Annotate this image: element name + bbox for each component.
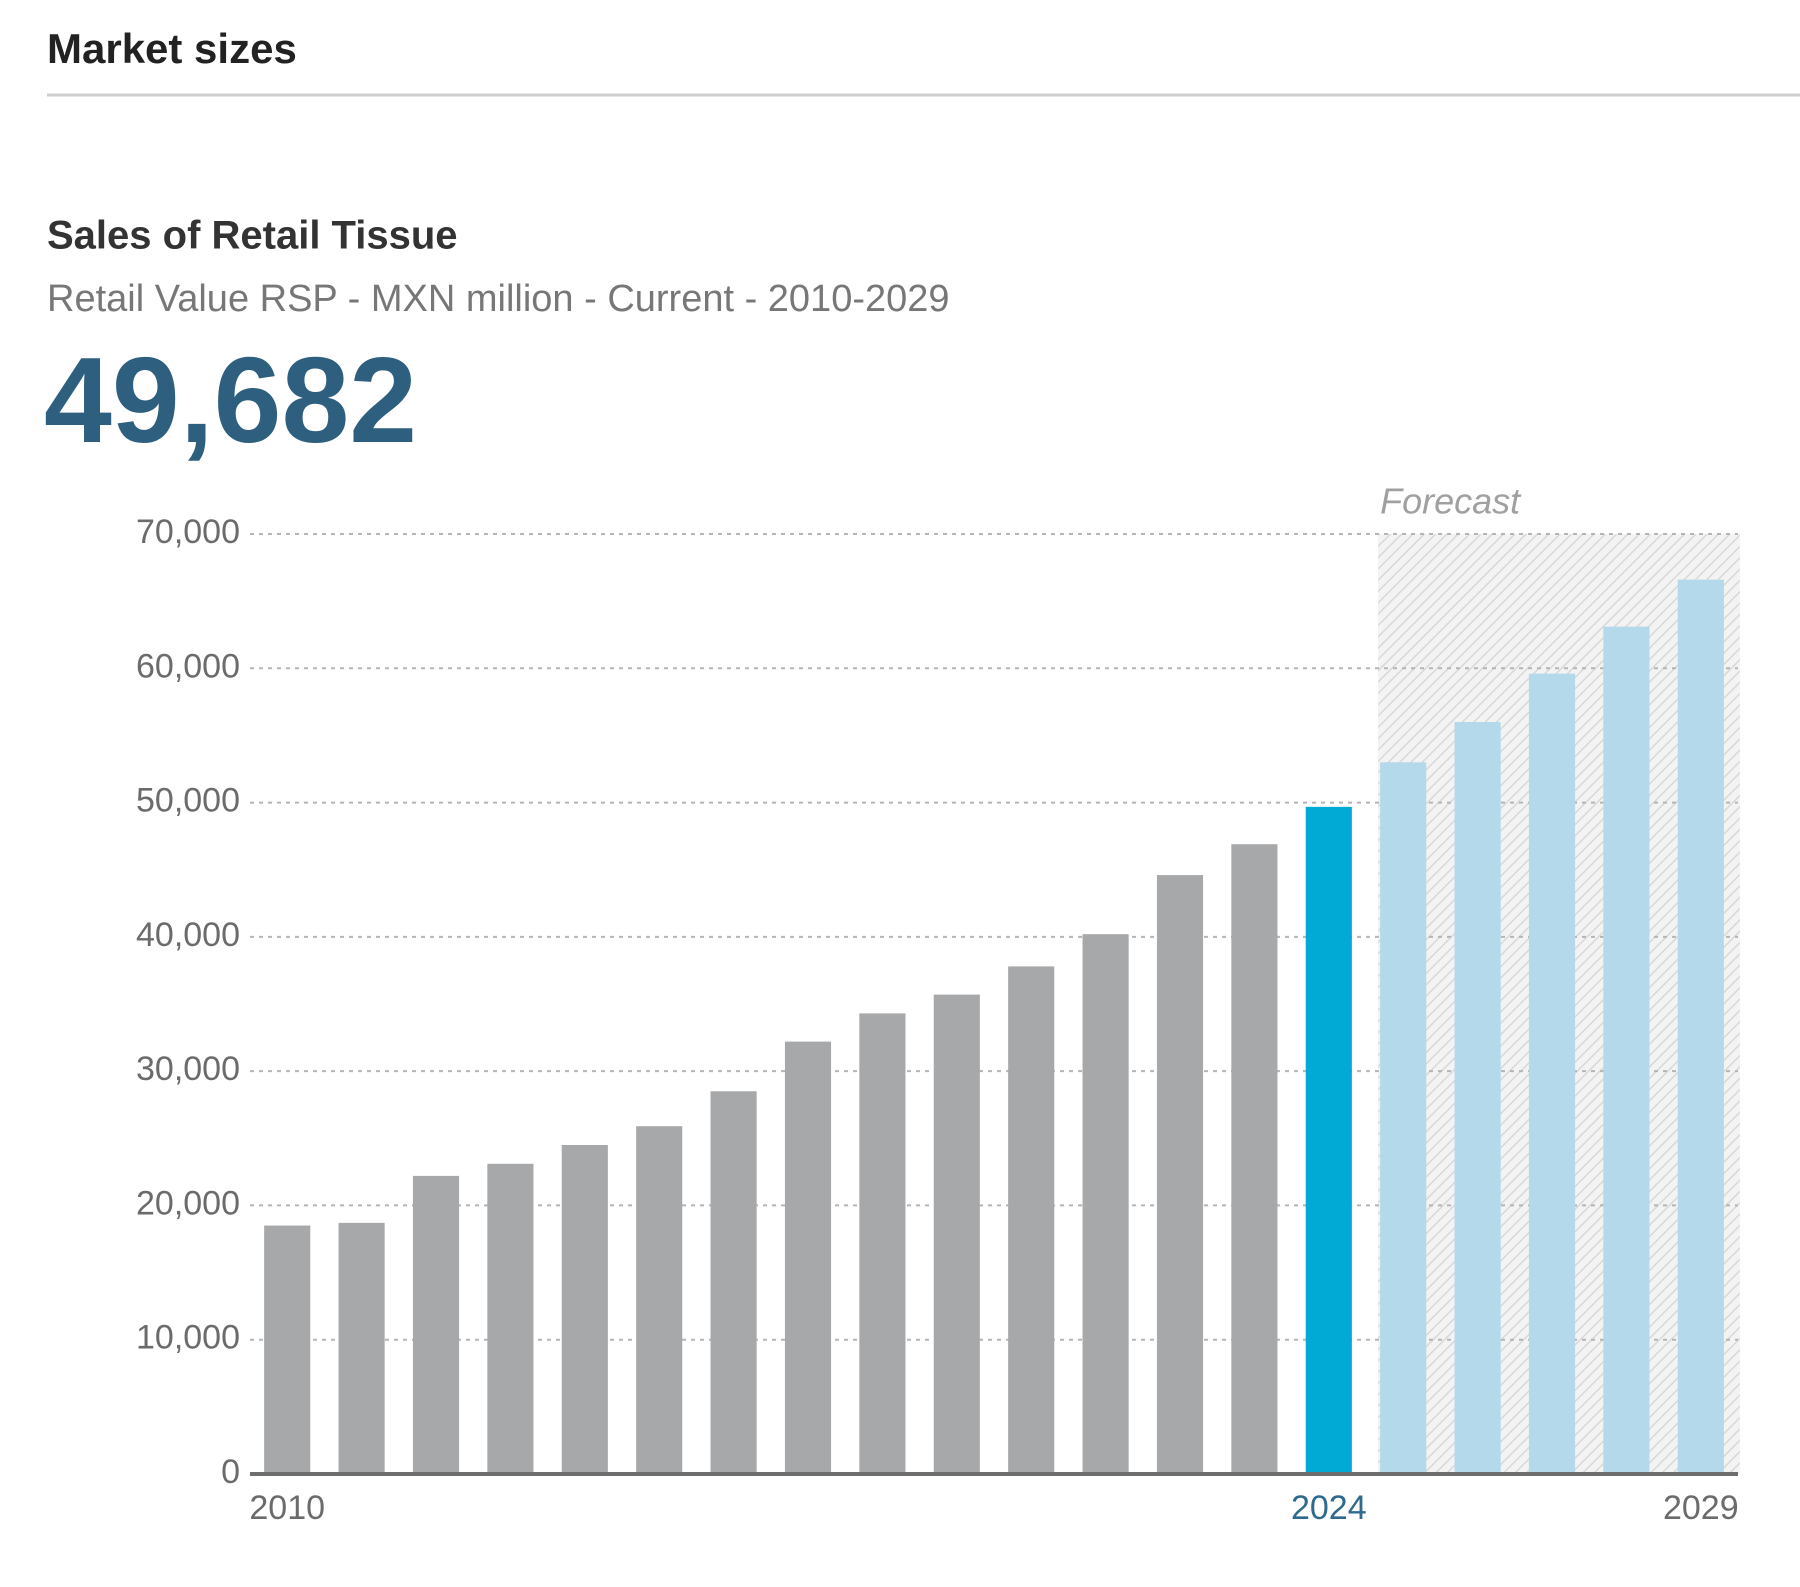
y-tick-label: 10,000: [136, 1319, 240, 1357]
y-tick-label: 0: [221, 1453, 240, 1491]
bar: [412, 1175, 460, 1474]
bar: [1082, 934, 1129, 1474]
bar: [636, 1126, 683, 1474]
y-tick-label: 20,000: [136, 1184, 240, 1222]
bar: [1380, 762, 1427, 1474]
chart-subtitle: Retail Value RSP - MXN million - Current…: [47, 278, 950, 320]
y-tick-label: 40,000: [136, 916, 240, 954]
bar: [859, 1013, 906, 1474]
bar: [1156, 875, 1204, 1474]
x-tick-label: 2010: [249, 1489, 325, 1527]
headline-value: 49,682: [44, 332, 417, 468]
y-tick-label: 70,000: [136, 513, 240, 551]
bar: [710, 1091, 757, 1474]
y-tick-label: 60,000: [136, 647, 240, 685]
bar: [561, 1145, 608, 1474]
y-tick-label: 50,000: [136, 782, 240, 820]
chart-title: Sales of Retail Tissue: [47, 214, 458, 258]
bar: [1008, 966, 1055, 1474]
bar: [264, 1225, 311, 1474]
bar: [1603, 626, 1650, 1474]
forecast-label: Forecast: [1380, 481, 1522, 522]
x-tick-label: 2024: [1291, 1489, 1367, 1527]
y-tick-label: 30,000: [136, 1050, 240, 1088]
bar: [1305, 806, 1352, 1474]
bar: [487, 1163, 534, 1474]
bar: [1528, 673, 1576, 1474]
bar: [1454, 722, 1501, 1474]
bar: [1677, 579, 1724, 1474]
bar: [1231, 844, 1278, 1474]
bar: [784, 1041, 832, 1474]
section-title: Market sizes: [47, 25, 297, 72]
bar: [338, 1222, 385, 1474]
x-tick-label: 2029: [1663, 1489, 1739, 1527]
bar: [933, 994, 980, 1474]
